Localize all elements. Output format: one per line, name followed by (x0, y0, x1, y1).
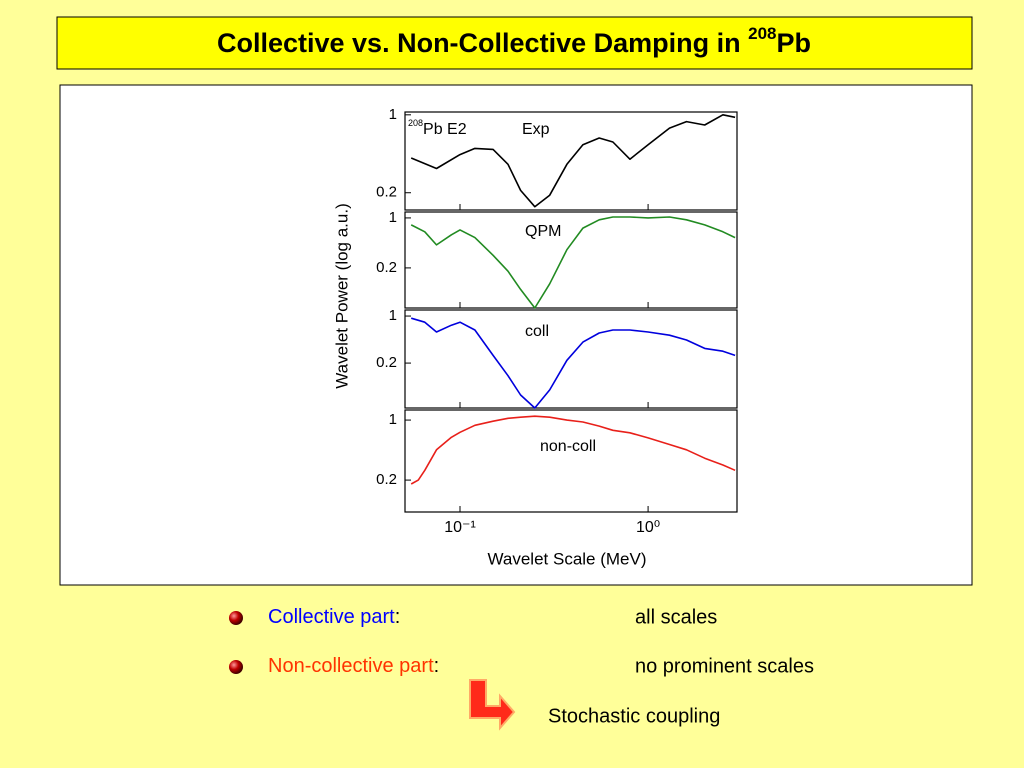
y-axis-label: Wavelet Power (log a.u.) (332, 203, 351, 389)
y-tick-label: 1 (389, 209, 397, 226)
bullet-term: Non-collective part (268, 655, 434, 677)
y-tick-label: 1 (389, 106, 397, 123)
bullet-desc: all scales (635, 606, 717, 628)
title-sup: 208 (748, 24, 776, 43)
title-text: Collective vs. Non-Collective Damping in (217, 28, 748, 58)
panel-annotation: 208Pb E2 (408, 118, 467, 138)
title-tail: Pb (776, 28, 811, 58)
x-tick-label: 10⁰ (636, 519, 660, 536)
plot-frame (404, 309, 738, 409)
plot-frame (404, 409, 738, 513)
panel-label: Exp (522, 121, 550, 138)
data-line (410, 216, 736, 309)
figure-box (59, 84, 973, 586)
slide-title: Collective vs. Non-Collective Damping in… (217, 24, 811, 58)
y-tick-label: 1 (389, 411, 397, 428)
y-tick-label: 0.2 (376, 184, 397, 201)
y-tick-label: 1 (389, 307, 397, 324)
x-tick-label: 10⁻¹ (444, 519, 476, 536)
y-tick-label: 0.2 (376, 354, 397, 371)
plot-frame (404, 211, 738, 309)
bullet: Non-collective part: (268, 655, 439, 677)
bullet-desc: no prominent scales (635, 655, 814, 677)
panel-label: coll (525, 323, 549, 340)
bullet-icon (229, 611, 243, 625)
annotation-sup: 208 (408, 118, 423, 128)
y-tick-label: 0.2 (376, 259, 397, 276)
y-tick-label: 0.2 (376, 471, 397, 488)
plot-frame (404, 111, 738, 211)
panel-label: QPM (525, 223, 561, 240)
data-line (410, 114, 736, 208)
conclusion: Stochastic coupling (548, 705, 720, 727)
bullet: Collective part: (268, 606, 400, 628)
bullet-icon (229, 660, 243, 674)
title-box (56, 16, 973, 70)
data-line (410, 317, 736, 409)
bullet-colon: : (395, 606, 401, 628)
x-axis-label: Wavelet Scale (MeV) (487, 549, 646, 568)
data-line (410, 415, 736, 485)
panel-label: non-coll (540, 438, 596, 455)
arrow-icon (469, 679, 516, 731)
bullet-colon: : (434, 655, 440, 677)
bullet-term: Collective part (268, 606, 395, 628)
annotation-text: Pb E2 (423, 121, 467, 138)
